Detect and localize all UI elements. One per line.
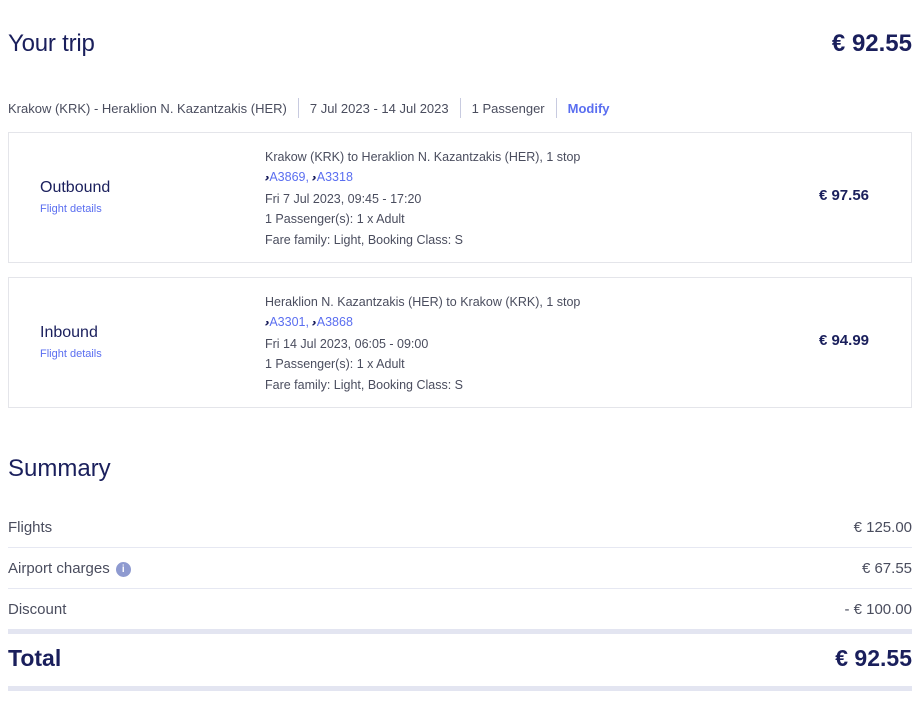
flight-passengers: 1 Passenger(s): 1 x Adult <box>265 212 405 227</box>
airline-logo-icon: ›› <box>310 317 316 330</box>
trip-passengers: 1 Passenger <box>471 100 545 116</box>
total-value: € 92.55 <box>835 645 912 671</box>
flight-info: Krakow (KRK) to Heraklion N. Kazantzakis… <box>263 147 581 250</box>
total-label: Total <box>8 645 62 671</box>
flight-price: € 94.99 <box>818 332 869 349</box>
inbound-flight-card: Inbound Flight details Heraklion N. Kaza… <box>8 277 912 408</box>
summary-value: - € 100.00 <box>844 600 912 618</box>
summary-label: Flights <box>8 519 53 536</box>
trip-summary-bar: Krakow (KRK) - Heraklion N. Kazantzakis … <box>8 98 610 118</box>
flight-fare: Fare family: Light, Booking Class: S <box>265 377 463 392</box>
divider <box>8 629 912 634</box>
flight-fare: Fare family: Light, Booking Class: S <box>265 232 463 247</box>
info-icon[interactable]: i <box>115 561 131 577</box>
modify-link[interactable]: Modify <box>567 100 610 116</box>
airline-logo-icon: ›› <box>310 172 316 185</box>
summary-row-flights: Flights € 125.00 <box>8 508 912 548</box>
flight-price: € 97.56 <box>818 187 869 204</box>
flight-route: Heraklion N. Kazantzakis (HER) to Krakow… <box>265 295 581 309</box>
flight-passengers: 1 Passenger(s): 1 x Adult <box>265 357 405 372</box>
divider <box>555 98 557 118</box>
flight-number-link[interactable]: A3869, <box>269 170 309 185</box>
flight-datetime: Fri 14 Jul 2023, 06:05 - 09:00 <box>265 336 429 351</box>
flight-number-link[interactable]: A3318 <box>316 170 353 185</box>
divider <box>459 98 461 118</box>
outbound-flight-card: Outbound Flight details Krakow (KRK) to … <box>8 132 912 263</box>
flight-direction-label: Outbound <box>40 179 111 196</box>
flight-number-link[interactable]: A3301, <box>269 315 309 330</box>
flight-numbers: ››A3301, ››A3868 <box>263 312 580 333</box>
divider <box>297 98 299 118</box>
trip-dates: 7 Jul 2023 - 14 Jul 2023 <box>309 100 449 116</box>
divider <box>8 686 912 691</box>
summary-value: € 67.55 <box>861 560 912 577</box>
summary-total-row: Total € 92.55 <box>8 645 912 672</box>
flight-direction-label: Inbound <box>40 324 98 341</box>
page-title: Your trip <box>8 30 95 57</box>
summary-title: Summary <box>8 455 111 482</box>
summary-label: Discount <box>8 600 67 618</box>
summary-value: € 125.00 <box>853 519 912 536</box>
flight-number-link[interactable]: A3868 <box>316 315 353 330</box>
summary-row-discount: Discount - € 100.00 <box>8 589 912 629</box>
flight-details-link[interactable]: Flight details <box>40 203 102 215</box>
summary-row-airport-charges: Airport charges i € 67.55 <box>8 549 912 589</box>
flight-datetime: Fri 7 Jul 2023, 09:45 - 17:20 <box>265 191 422 206</box>
flight-numbers: ››A3869, ››A3318 <box>263 167 580 188</box>
flight-route: Krakow (KRK) to Heraklion N. Kazantzakis… <box>265 150 581 164</box>
flight-details-link[interactable]: Flight details <box>40 348 102 360</box>
trip-route: Krakow (KRK) - Heraklion N. Kazantzakis … <box>8 100 287 116</box>
trip-total-price: € 92.55 <box>831 30 912 57</box>
summary-label-text: Airport charges <box>8 560 110 577</box>
summary-label: Airport charges i <box>8 560 131 577</box>
flight-info: Heraklion N. Kazantzakis (HER) to Krakow… <box>263 292 581 395</box>
